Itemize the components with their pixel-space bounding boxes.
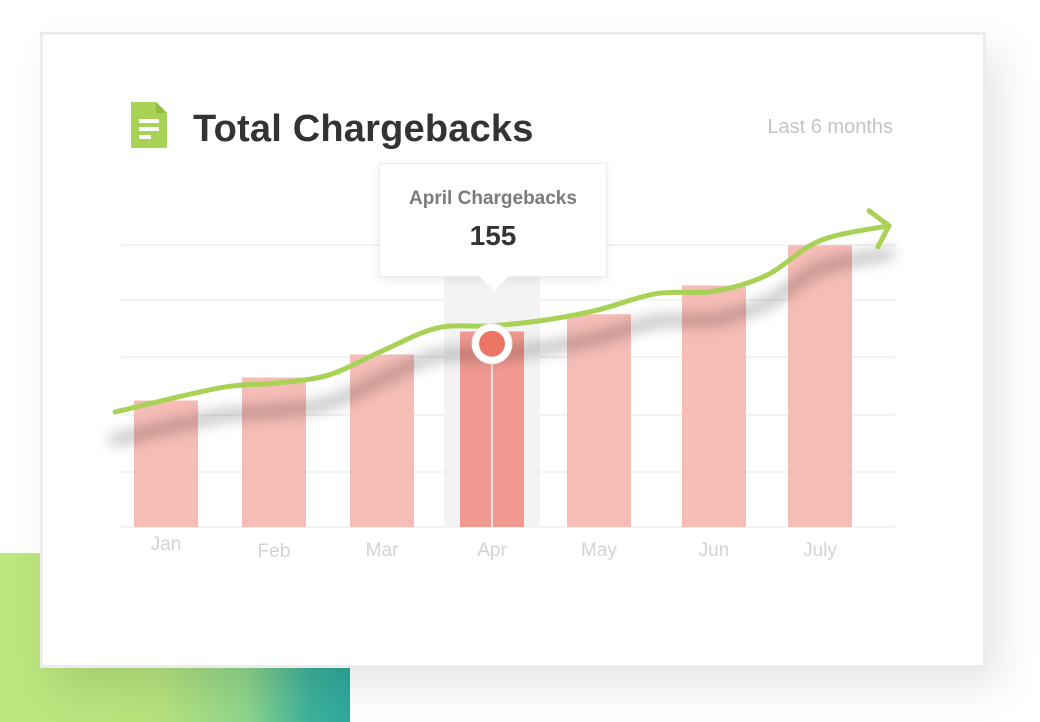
range-label[interactable]: Last 6 months <box>767 116 893 138</box>
x-label-jun: Jun <box>699 540 730 561</box>
bar-chart: Jan Feb Mar Apr May Jun July <box>110 208 895 562</box>
bar-jun[interactable] <box>682 285 746 528</box>
x-label-apr: Apr <box>477 540 507 561</box>
tooltip: April Chargebacks 155 <box>379 163 607 291</box>
x-label-mar: Mar <box>366 540 399 561</box>
bar-july[interactable] <box>788 245 852 527</box>
marker-group <box>471 323 513 365</box>
trend-arrow-head <box>866 208 892 250</box>
x-label-feb: Feb <box>258 541 291 562</box>
tooltip-label: April Chargebacks <box>409 188 577 209</box>
card-title: Total Chargebacks <box>193 108 534 150</box>
x-label-july: July <box>803 540 837 561</box>
x-axis-labels: Jan Feb Mar Apr May Jun July <box>151 534 838 562</box>
bar-feb[interactable] <box>242 377 306 528</box>
tooltip-value: 155 <box>469 220 517 251</box>
trend-line-shadow <box>110 248 894 445</box>
marker-dot-apr[interactable] <box>479 330 505 357</box>
chargebacks-card: Total Chargebacks Last 6 months Jan Feb Ma… <box>40 32 986 668</box>
x-label-may: May <box>581 540 617 561</box>
bar-may[interactable] <box>567 314 631 527</box>
trend-line <box>112 223 892 415</box>
document-icon <box>131 102 167 148</box>
x-label-jan: Jan <box>151 534 182 555</box>
